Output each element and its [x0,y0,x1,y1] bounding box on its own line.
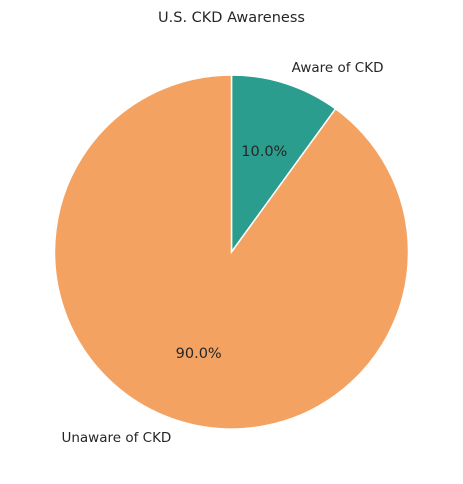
pie-slice-aware-of-ckd [230,74,337,255]
pie-labels: Aware of CKD 10.0% Unaware of CKD 90.0% [61,60,383,446]
chart-title: U.S. CKD Awareness [158,10,305,26]
slice-percent-label: 10.0% [241,144,287,160]
slice-percent-label: 90.0% [176,346,222,362]
slice-label: Aware of CKD [292,60,384,76]
slice-label: Unaware of CKD [61,430,171,446]
pie-slices [53,74,410,430]
pie-slice-unaware-of-ckd [53,74,410,430]
